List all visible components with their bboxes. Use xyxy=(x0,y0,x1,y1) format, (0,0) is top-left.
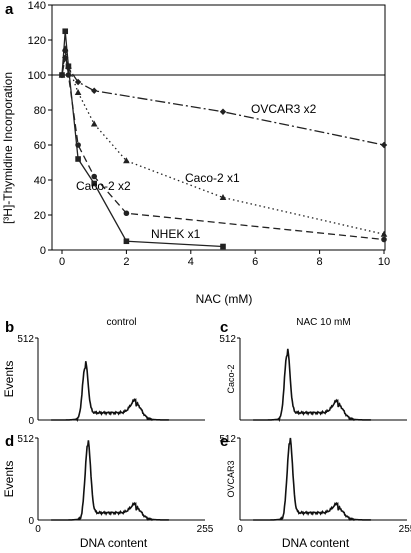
series-label: OVCAR3 x2 xyxy=(251,102,317,116)
histogram-panel-c: c NAC 10 mM 512 Caco-2 xyxy=(219,317,407,422)
data-point-diamond xyxy=(380,141,388,149)
cell-line-label: Caco-2 xyxy=(226,364,236,393)
y-tick-label: 100 xyxy=(28,70,46,82)
y-min-label: 0 xyxy=(28,416,34,427)
data-point-circle xyxy=(123,210,130,217)
panel-a-y-axis-label: [³H]-Thymidine Incorporation xyxy=(1,72,15,224)
data-point-square xyxy=(65,63,72,70)
series-caco-2-x2 xyxy=(59,47,387,243)
y-tick-label: 80 xyxy=(34,105,46,117)
data-point-square xyxy=(123,238,130,245)
histogram-panel-b: b control 512 0 Events xyxy=(2,317,205,427)
y-tick-label: 0 xyxy=(40,245,46,257)
x-min-label: 0 xyxy=(35,524,41,535)
histogram-trace xyxy=(51,440,170,522)
x-max-label: 255 xyxy=(399,524,411,535)
series-nhek-x1 xyxy=(59,28,226,250)
y-tick-label: 20 xyxy=(34,210,46,222)
series-label: NHEK x1 xyxy=(151,227,201,241)
x-min-label: 0 xyxy=(237,524,243,535)
data-point-square xyxy=(62,28,69,35)
panel-a: a 0 20 40 60 80 100 120 140 0 2 4 6 8 10 OVCAR3 x2 Cac… xyxy=(1,0,390,306)
data-point-diamond xyxy=(219,108,227,115)
x-tick-label: 6 xyxy=(252,256,258,268)
series-line xyxy=(61,48,385,235)
x-tick-label: 8 xyxy=(317,256,323,268)
x-tick-label: 0 xyxy=(59,256,65,268)
data-point-triangle xyxy=(74,89,82,95)
panel-label: e xyxy=(220,433,228,450)
panel-a-x-axis-label: NAC (mM) xyxy=(196,292,253,306)
y-tick-label: 120 xyxy=(28,35,46,47)
panel-a-axes: 0 20 40 60 80 100 120 140 0 2 4 6 8 10 xyxy=(28,0,390,268)
data-point-square xyxy=(91,180,97,187)
y-axis-label: Events xyxy=(2,461,16,498)
x-tick-label: 4 xyxy=(188,256,194,268)
series-label: Caco-2 x1 xyxy=(185,171,240,185)
panel-a-label: a xyxy=(5,1,14,18)
histogram-title: control xyxy=(106,317,136,328)
x-tick-label: 10 xyxy=(378,256,390,268)
histogram-title: NAC 10 mM xyxy=(296,317,350,328)
data-point-diamond xyxy=(74,78,82,86)
data-point-circle xyxy=(381,236,387,243)
y-axis-label: Events xyxy=(2,361,16,398)
data-point-square xyxy=(75,156,81,162)
series-label: Caco-2 x2 xyxy=(76,179,131,193)
data-point-square xyxy=(59,72,65,78)
x-axis-label: DNA content xyxy=(80,536,148,548)
y-max-label: 512 xyxy=(219,434,236,445)
histogram-trace xyxy=(51,361,170,423)
panel-label: d xyxy=(5,433,14,450)
panel-a-plot-frame xyxy=(51,4,386,251)
panel-a-series xyxy=(58,28,388,250)
data-point-triangle xyxy=(90,120,98,127)
y-max-label: 512 xyxy=(17,434,34,445)
cell-line-label: OVCAR3 xyxy=(226,460,236,497)
data-point-triangle xyxy=(219,194,227,200)
y-max-label: 512 xyxy=(219,334,236,345)
x-axis-label: DNA content xyxy=(282,536,350,548)
data-point-triangle xyxy=(380,230,388,237)
x-max-label: 255 xyxy=(197,524,214,535)
y-min-label: 0 xyxy=(28,516,34,527)
series-line xyxy=(61,31,224,248)
data-point-diamond xyxy=(91,87,98,94)
panel-label: b xyxy=(5,319,14,336)
series-line xyxy=(61,57,385,146)
histogram-trace xyxy=(253,437,372,522)
data-point-triangle xyxy=(123,157,130,164)
data-point-circle xyxy=(65,72,72,78)
y-tick-label: 140 xyxy=(28,0,46,12)
histogram-panel-d: d 512 0 Events 0 255 DNA content xyxy=(2,433,214,550)
panel-a-series-labels: OVCAR3 x2 Caco-2 x1 Caco-2 x2 NHEK x1 xyxy=(76,102,317,241)
data-point-circle xyxy=(91,173,97,180)
panel-label: c xyxy=(220,319,228,336)
y-tick-label: 60 xyxy=(34,140,46,152)
series-ovcar3-x2 xyxy=(58,54,388,149)
y-max-label: 512 xyxy=(17,334,34,345)
y-tick-label: 40 xyxy=(34,175,46,187)
histogram-trace xyxy=(253,348,372,422)
data-point-square xyxy=(220,243,226,250)
x-tick-label: 2 xyxy=(123,256,129,268)
